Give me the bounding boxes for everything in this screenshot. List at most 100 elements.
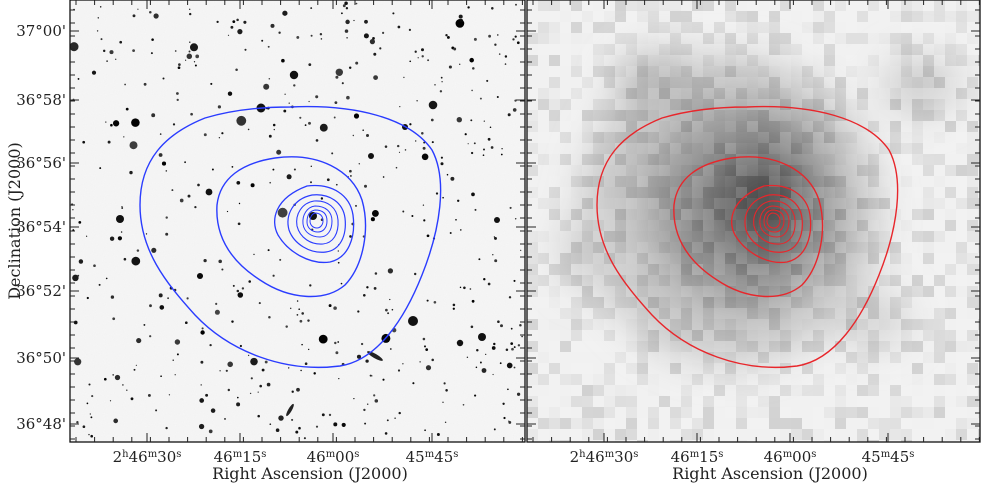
optical-source <box>366 134 369 137</box>
xray-pixel <box>725 396 736 407</box>
xray-pixel <box>967 198 978 209</box>
xray-pixel <box>747 143 758 154</box>
xray-pixel <box>934 385 945 396</box>
xray-pixel <box>692 308 703 319</box>
xray-pixel <box>912 198 923 209</box>
xray-pixel <box>582 407 593 418</box>
xray-pixel <box>681 264 692 275</box>
xray-pixel <box>835 187 846 198</box>
xray-pixel <box>725 132 736 143</box>
xray-pixel <box>637 187 648 198</box>
optical-source <box>507 388 509 391</box>
xray-pixel <box>571 77 582 88</box>
xray-pixel <box>538 33 549 44</box>
xray-pixel <box>604 264 615 275</box>
xray-pixel <box>725 55 736 66</box>
optical-source <box>340 282 343 285</box>
xray-pixel <box>637 374 648 385</box>
xray-pixel <box>648 418 659 429</box>
xray-pixel <box>714 429 725 440</box>
xray-pixel <box>626 22 637 33</box>
xray-pixel <box>901 55 912 66</box>
xray-pixel <box>956 308 967 319</box>
optical-source <box>99 6 102 8</box>
xray-pixel <box>945 253 956 264</box>
xray-pixel <box>560 242 571 253</box>
xray-pixel <box>571 242 582 253</box>
optical-source <box>341 422 346 427</box>
optical-source <box>363 408 366 412</box>
xray-pixel <box>967 264 978 275</box>
optical-source <box>423 345 427 348</box>
xray-pixel <box>692 330 703 341</box>
xray-pixel <box>670 22 681 33</box>
xray-pixel <box>912 143 923 154</box>
xray-pixel <box>703 55 714 66</box>
xray-pixel <box>670 0 681 11</box>
xray-pixel <box>637 110 648 121</box>
xray-pixel <box>791 352 802 363</box>
xray-pixel <box>835 352 846 363</box>
xray-pixel <box>560 143 571 154</box>
xray-pixel <box>912 220 923 231</box>
optical-source <box>402 210 405 213</box>
xray-pixel <box>626 110 637 121</box>
xray-pixel <box>934 187 945 198</box>
xray-pixel <box>945 220 956 231</box>
xray-pixel <box>670 407 681 418</box>
xray-pixel <box>846 198 857 209</box>
xray-pixel <box>648 319 659 330</box>
xray-pixel <box>934 253 945 264</box>
optical-source <box>72 209 74 211</box>
xray-pixel <box>725 176 736 187</box>
xray-pixel <box>967 341 978 352</box>
xray-pixel <box>538 330 549 341</box>
xray-pixel <box>802 143 813 154</box>
xray-pixel <box>670 198 681 209</box>
xray-pixel <box>956 352 967 363</box>
optical-source <box>353 113 360 119</box>
bright-source <box>408 316 418 326</box>
xray-pixel <box>670 77 681 88</box>
optical-source <box>161 161 167 166</box>
xray-emission <box>527 0 980 442</box>
xray-pixel <box>769 88 780 99</box>
xray-pixel <box>648 198 659 209</box>
xray-pixel <box>890 330 901 341</box>
optical-source <box>77 274 80 277</box>
xray-pixel <box>538 297 549 308</box>
xray-pixel <box>648 0 659 11</box>
xray-pixel <box>703 0 714 11</box>
xray-pixel <box>846 363 857 374</box>
xray-pixel <box>846 440 857 442</box>
xray-pixel <box>890 374 901 385</box>
xray-pixel <box>824 99 835 110</box>
xray-pixel <box>527 396 538 407</box>
xray-pixel <box>648 297 659 308</box>
xray-pixel <box>857 429 868 440</box>
xray-pixel <box>956 363 967 374</box>
xray-pixel <box>637 33 648 44</box>
xray-pixel <box>615 297 626 308</box>
optical-source <box>320 38 323 40</box>
optical-source <box>296 300 299 302</box>
optical-source <box>482 154 485 157</box>
xray-pixel <box>780 165 791 176</box>
optical-source <box>261 368 265 372</box>
optical-source <box>117 236 123 241</box>
optical-source <box>137 8 139 10</box>
xray-pixel <box>824 319 835 330</box>
xray-pixel <box>890 176 901 187</box>
xray-pixel <box>923 308 934 319</box>
xray-pixel <box>681 286 692 297</box>
xray-pixel <box>659 154 670 165</box>
xray-pixel <box>835 418 846 429</box>
xray-pixel <box>890 440 901 442</box>
xray-pixel <box>868 132 879 143</box>
xray-pixel <box>923 143 934 154</box>
xray-pixel <box>824 22 835 33</box>
xray-pixel <box>890 55 901 66</box>
optical-source <box>119 40 123 44</box>
optical-source <box>385 308 388 312</box>
blue-contour <box>302 205 333 238</box>
